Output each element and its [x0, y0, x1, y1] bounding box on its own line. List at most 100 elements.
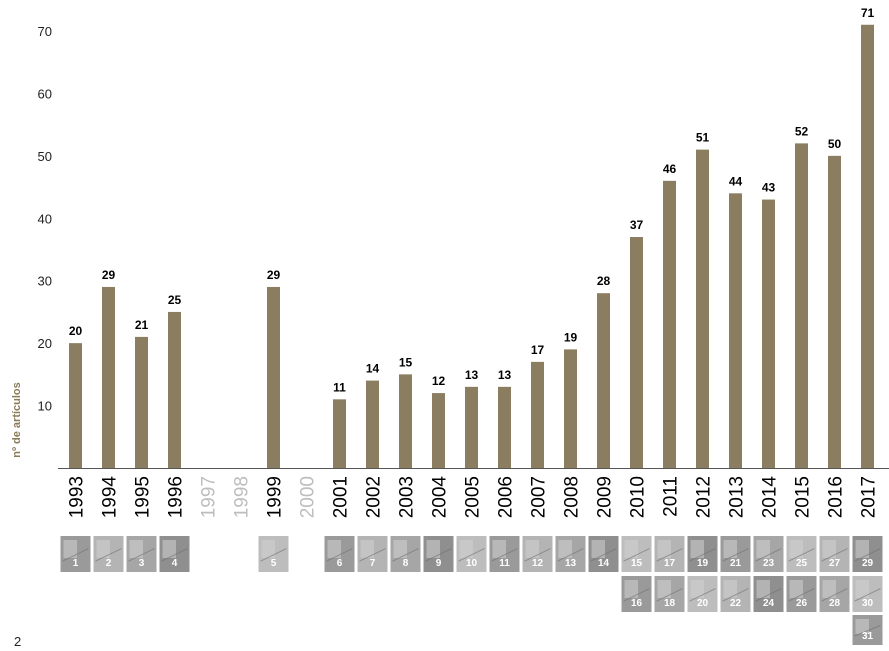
thumbnail: 2 [93, 536, 124, 572]
data-label: 14 [366, 362, 380, 376]
thumbnail-number: 9 [436, 558, 442, 569]
thumbnail-texture [690, 540, 704, 558]
thumbnail: 12 [522, 536, 553, 572]
data-label: 44 [729, 174, 743, 188]
thumbnail-texture [162, 540, 176, 558]
thumbnail-number: 10 [466, 558, 478, 569]
thumbnail-texture [657, 580, 671, 598]
thumbnail-number: 30 [862, 598, 874, 609]
x-tick-label: 2006 [496, 476, 517, 518]
thumbnail: 11 [489, 536, 520, 572]
thumbnail-texture [591, 540, 605, 558]
thumbnail-texture [789, 580, 803, 598]
bar [795, 143, 808, 468]
bar [564, 349, 577, 468]
x-tick-label: 2015 [793, 476, 814, 518]
article-thumbnails: 1 2 3 4 5 6 7 8 9 10 11 12 13 14 151617181920212223242… [60, 536, 883, 645]
thumbnail: 25 [786, 536, 817, 572]
thumbnail: 18 [654, 576, 685, 612]
thumbnail: 22 [720, 576, 751, 612]
x-tick-label: 2017 [859, 476, 880, 518]
thumbnail-number: 12 [532, 558, 544, 569]
data-label: 20 [69, 324, 83, 338]
y-tick-label: 70 [38, 24, 52, 39]
thumbnail-texture [96, 540, 110, 558]
data-label: 25 [168, 293, 182, 307]
x-tick-label: 2010 [628, 476, 649, 518]
y-tick-label: 40 [38, 211, 52, 226]
x-tick-label: 2005 [463, 476, 484, 518]
bar [498, 386, 511, 468]
thumbnail: 26 [786, 576, 817, 612]
bar [432, 393, 445, 468]
y-tick-label: 10 [38, 399, 52, 414]
x-axis-labels: 1993 1994 1995 1996 1997 1998 1999 2000 2001 2002… [67, 476, 880, 519]
thumbnail-number: 6 [337, 558, 343, 569]
data-label: 37 [630, 218, 644, 232]
bar [861, 24, 874, 469]
thumbnail-number: 16 [631, 598, 643, 609]
thumbnail: 3 [126, 536, 157, 572]
thumbnail-texture-line [656, 548, 683, 562]
thumbnail-texture [624, 580, 638, 598]
data-label: 51 [696, 131, 710, 145]
thumbnail-texture-line [854, 548, 881, 562]
thumbnail-texture [690, 580, 704, 598]
bar [663, 180, 676, 469]
thumbnail-texture-line [392, 548, 419, 562]
thumbnail: 24 [753, 576, 784, 612]
data-label: 43 [762, 181, 776, 195]
thumbnail-number: 29 [862, 558, 874, 569]
thumbnail-texture-line [491, 548, 518, 562]
y-axis-label: nº de artículos [11, 382, 23, 458]
thumbnail-number: 11 [499, 558, 510, 569]
thumbnail: 7 [357, 536, 388, 572]
thumbnail-texture [492, 540, 506, 558]
thumbnail-texture [459, 540, 473, 558]
thumbnail-number: 18 [664, 598, 676, 609]
bar [69, 343, 82, 468]
thumbnail-texture-line [755, 588, 782, 602]
thumbnail: 20 [687, 576, 718, 612]
x-tick-label: 2011 [661, 476, 682, 517]
data-label: 13 [498, 368, 512, 382]
thumbnail: 27 [819, 536, 850, 572]
thumbnail-texture-line [722, 588, 749, 602]
x-tick-label: 2002 [364, 476, 385, 518]
thumbnail-texture-line [326, 548, 353, 562]
thumbnail-texture-line [62, 548, 89, 562]
thumbnail-number: 19 [697, 558, 709, 569]
thumbnail-number: 13 [565, 558, 577, 569]
thumbnail-texture-line [425, 548, 452, 562]
thumbnail-texture [360, 540, 374, 558]
thumbnail: 23 [753, 536, 784, 572]
thumbnail-texture [855, 540, 869, 558]
x-tick-label: 1996 [166, 476, 187, 518]
thumbnail-number: 25 [796, 558, 808, 569]
thumbnail-texture [855, 580, 869, 598]
thumbnail-texture-line [128, 548, 155, 562]
thumbnail-texture-line [161, 548, 188, 562]
data-label: 71 [861, 6, 875, 20]
thumbnail-number: 17 [664, 558, 676, 569]
x-tick-label: 1999 [265, 476, 286, 518]
thumbnail-texture [657, 540, 671, 558]
thumbnail-texture [822, 580, 836, 598]
x-tick-label: 1993 [67, 476, 88, 518]
thumbnail-number: 15 [631, 558, 643, 569]
thumbnail-texture-line [689, 588, 716, 602]
y-tick-label: 60 [38, 86, 52, 101]
thumbnail-texture [63, 540, 77, 558]
x-tick-label: 2013 [727, 476, 748, 518]
thumbnail-texture-line [590, 548, 617, 562]
thumbnail-texture-line [656, 588, 683, 602]
x-tick-label: 2016 [826, 476, 847, 518]
thumbnail: 29 [852, 536, 883, 572]
data-label: 29 [102, 268, 116, 282]
thumbnail-texture-line [557, 548, 584, 562]
thumbnail-texture [855, 619, 869, 634]
y-tick-label: 20 [38, 336, 52, 351]
bar [828, 155, 841, 468]
thumbnail-texture-line [95, 548, 122, 562]
